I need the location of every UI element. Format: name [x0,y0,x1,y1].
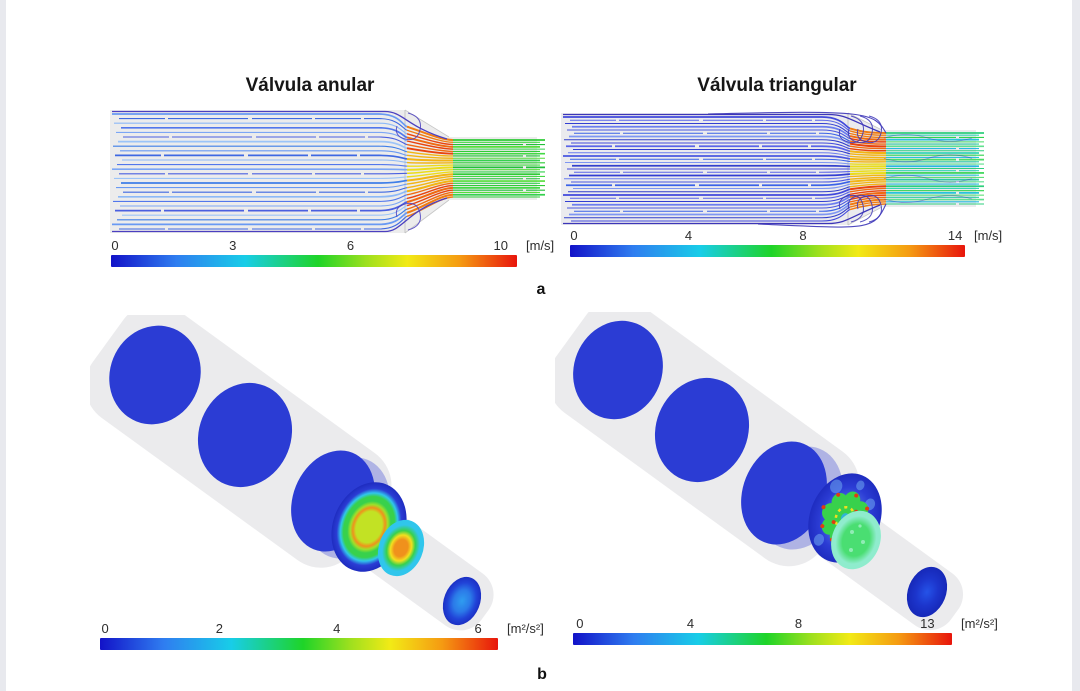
colorbar-gradient [100,638,498,650]
colorbar-gradient [570,245,965,257]
colorbar-ticks: 0 3 6 10 [m/s] [111,238,554,254]
cross-section-disk-1 [573,320,663,420]
cross-section-disk-2 [654,377,750,483]
turbulence-sections-annular [90,315,494,631]
subfigure-label-b: b [537,666,547,683]
cross-section-disk-5-rainbow [377,519,425,577]
cross-section-disk-5 [831,510,881,570]
tick-label: 4 [686,616,695,631]
unit-label: [m/s] [526,238,555,253]
colorbar-ticks: 0 4 8 13 [m²/s²] [573,616,998,632]
tick-label: 0 [576,616,584,631]
cross-section-disk-6-outlet [442,576,482,626]
colorbar-gradient [111,255,517,267]
unit-label: [m²/s²] [507,621,544,636]
colorbar-gradient [573,633,952,645]
turbulence-sections-triangular [555,312,964,631]
tick-label: 8 [799,228,807,243]
cross-section-disk-2 [197,382,293,488]
title-annular-valve: Válvula anular [245,75,375,96]
tick-label: 0 [101,621,109,636]
colorbar-turbulence-annular: 0 2 4 6 [m²/s²] [100,621,544,650]
tick-label: 0 [570,228,578,243]
tick-label: 14 [947,228,963,243]
unit-label: [m/s] [974,228,1003,243]
tick-label: 3 [229,238,237,253]
colorbar-ticks: 0 2 4 6 [m²/s²] [100,621,544,637]
tick-label: 4 [684,228,693,243]
unit-label: [m²/s²] [961,616,998,631]
tick-label: 10 [493,238,508,253]
cross-section-disk-6-outlet [906,566,948,618]
tick-label: 13 [920,616,935,631]
subfigure-label-a: a [536,281,546,298]
tick-label: 0 [111,238,119,253]
cross-section-disk-1 [109,325,201,425]
colorbar-velocity-annular: 0 3 6 10 [m/s] [111,238,554,267]
tick-label: 2 [215,621,224,636]
tick-label: 6 [474,621,482,636]
tick-label: 4 [333,621,341,636]
tick-label: 8 [794,616,803,631]
streamline-plot-annular [110,109,545,234]
tick-label: 6 [346,238,355,253]
streamline-plot-triangular [561,111,984,228]
paper-page: Válvula anular Válvula triangular 0 3 6 … [6,0,1072,691]
colorbar-turbulence-triangular: 0 4 8 13 [m²/s²] [573,616,998,645]
colorbar-ticks: 0 4 8 14 [m/s] [570,228,1002,244]
title-triangular-valve: Válvula triangular [697,75,857,96]
colorbar-velocity-triangular: 0 4 8 14 [m/s] [570,228,1002,257]
